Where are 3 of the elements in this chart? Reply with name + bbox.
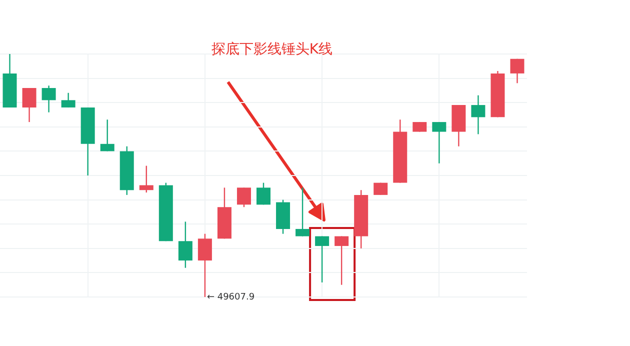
annotation: 探底下影线锤头K线 <box>211 42 333 58</box>
candlestick <box>432 122 446 164</box>
annotation: ← 49607.9 <box>206 292 255 302</box>
